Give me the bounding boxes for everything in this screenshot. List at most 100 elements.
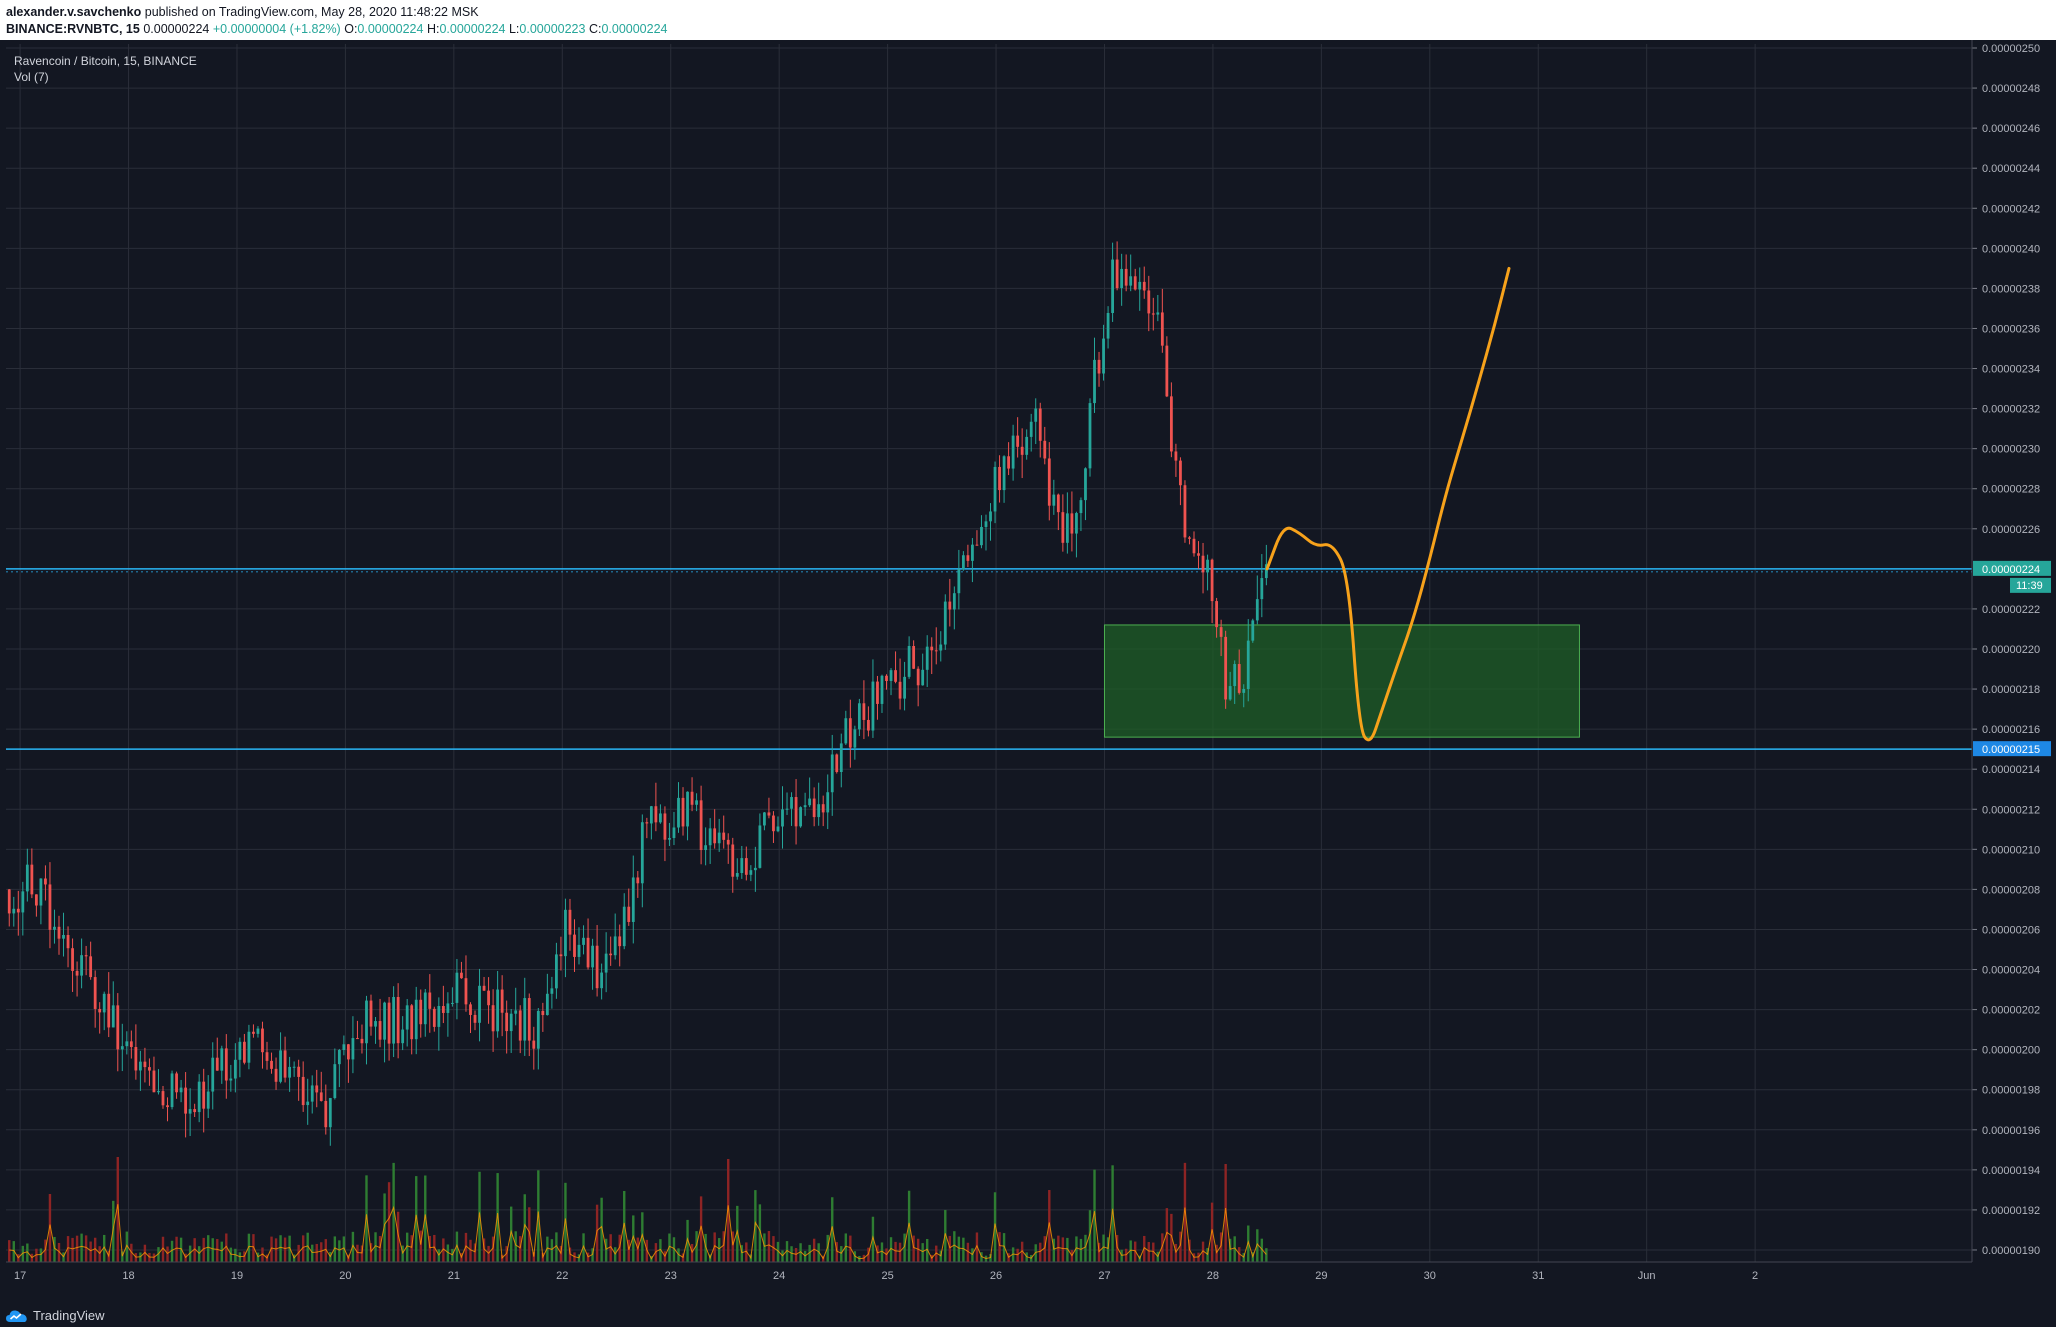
candle-body [157,1091,160,1093]
volume-bar [812,1238,816,1262]
volume-bar [356,1244,359,1262]
tradingview-logo[interactable]: TradingView [6,1308,105,1323]
candle-body [419,999,423,1025]
volume-bar [745,1242,748,1262]
candle-body [523,998,527,1041]
candle-body [405,1005,409,1030]
volume-bar [207,1235,210,1262]
chart-title[interactable]: Ravencoin / Bitcoin, 15, BINANCE [14,54,197,68]
candle-body [292,1066,296,1068]
countdown-badge [2010,577,2051,593]
volume-bar [157,1247,160,1262]
volume-bar [44,1239,47,1262]
candle-body [62,934,65,939]
candle-body [948,601,952,610]
candle-body [555,954,558,989]
volume-bar [1134,1241,1137,1262]
volume-bar [360,1245,364,1262]
volume-bar [410,1235,413,1262]
volume-bar [740,1245,744,1262]
volume-bar [835,1242,838,1262]
candle-body [934,650,938,652]
volume-bar [849,1235,852,1262]
candle-body [460,972,463,979]
candle-body [491,1005,495,1032]
volume-bar [912,1235,915,1262]
volume-bar [66,1236,70,1262]
volume-bar [627,1239,630,1262]
candle-body [545,993,549,1016]
volume-bar [523,1194,526,1262]
volume-bar [35,1248,38,1262]
volume-bar [921,1243,924,1262]
candle-body [1160,312,1164,346]
candle-body [270,1060,273,1069]
volume-bar [1188,1239,1191,1262]
candle-body [193,1109,197,1113]
candle-body [1237,664,1241,693]
volume-bar [519,1236,522,1262]
y-tick-label: 0.00000204 [1982,965,2040,977]
volume-bar [808,1244,811,1262]
candle-body [708,828,712,846]
candle-body [518,1010,522,1041]
volume-legend[interactable]: Vol (7) [14,70,49,84]
volume-bar [1265,1248,1268,1262]
volume-bar [220,1241,223,1262]
candle-body [265,1052,269,1061]
volume-bar [659,1239,662,1262]
candle-body [695,800,698,805]
volume-bar [89,1241,92,1262]
candle-body [487,990,490,1006]
volume-bar [632,1215,635,1262]
candle-body [1070,513,1074,534]
candle-body [242,1041,246,1063]
x-tick-label: 2 [1752,1270,1758,1282]
candle-body [613,936,617,956]
candle-body [618,936,622,947]
candle-body [740,858,744,874]
price-chart[interactable]: 0.00000250 0.00000248 0.00000246 0.00000244… [0,40,2056,1305]
ohlc-line: BINANCE:RVNBTC, 15 0.00000224 +0.0000000… [6,21,668,37]
volume-bar [39,1248,43,1262]
volume-average-line [9,1204,1267,1260]
volume-bar [975,1232,979,1262]
candle-body [48,884,52,930]
volume-bar [1057,1235,1060,1262]
candle-body [378,1021,382,1040]
symbol-label: BINANCE:RVNBTC, 15 [6,22,140,36]
volume-bar [202,1237,205,1262]
candle-body [957,569,961,594]
volume-bar [320,1242,323,1262]
author-name[interactable]: alexander.v.savchenko [6,5,142,19]
candle-body [1242,689,1246,693]
volume-bar [889,1237,893,1262]
volume-bar [482,1238,486,1262]
candle-body [175,1073,178,1093]
volume-bar [188,1245,192,1262]
candle-body [387,1002,391,1044]
y-tick-label: 0.00000242 [1982,203,2040,215]
volume-bar [948,1235,952,1262]
volume-bar [1161,1233,1164,1262]
volume-bar [311,1244,314,1262]
x-tick-label: 21 [448,1270,460,1282]
candle-body [7,889,11,914]
candle-body [817,804,821,818]
candle-body [1197,553,1200,556]
x-tick-label: 17 [14,1270,26,1282]
chart-area[interactable]: 0.00000250 0.00000248 0.00000246 0.00000244… [0,40,2056,1305]
volume-bar [677,1248,680,1262]
axes: 0.00000250 0.00000248 0.00000246 0.00000244… [6,40,2051,1282]
volume-bar [939,1250,942,1262]
volume-bar [211,1238,214,1262]
volume-bar [817,1243,820,1262]
candle-body [25,864,29,892]
volume-bar [1011,1247,1015,1262]
volume-bar [98,1246,101,1262]
candle-body [527,998,531,1041]
volume-bar [374,1232,377,1262]
candle-body [71,948,74,971]
brand-name: TradingView [33,1308,105,1323]
candle-body [1174,451,1178,461]
